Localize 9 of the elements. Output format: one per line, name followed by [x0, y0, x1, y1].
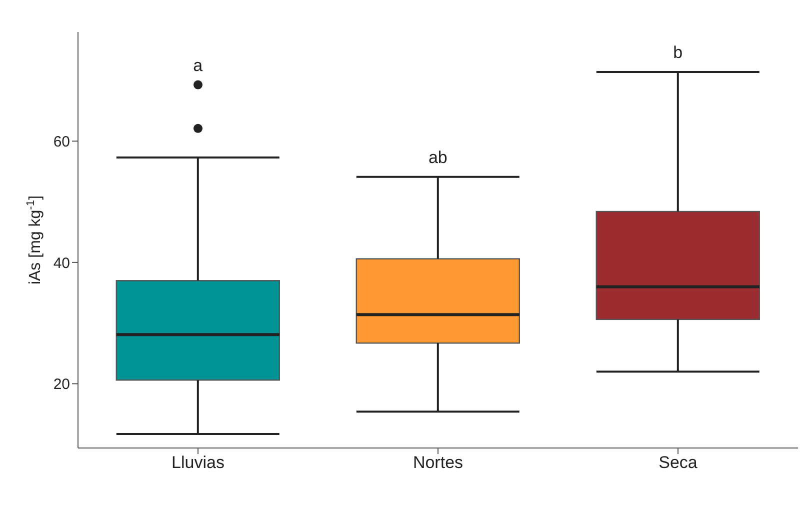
annotation: a [193, 56, 204, 75]
y-tick-label: 40 [53, 254, 70, 272]
annotation: b [673, 43, 683, 62]
y-tick-label: 20 [53, 376, 70, 394]
x-tick-label: Lluvias [172, 453, 224, 472]
y-tick-label: 60 [53, 133, 70, 150]
x-tick-label: Nortes [412, 453, 464, 472]
annotation: ab [428, 148, 448, 167]
x-tick-label: Seca [658, 453, 698, 472]
